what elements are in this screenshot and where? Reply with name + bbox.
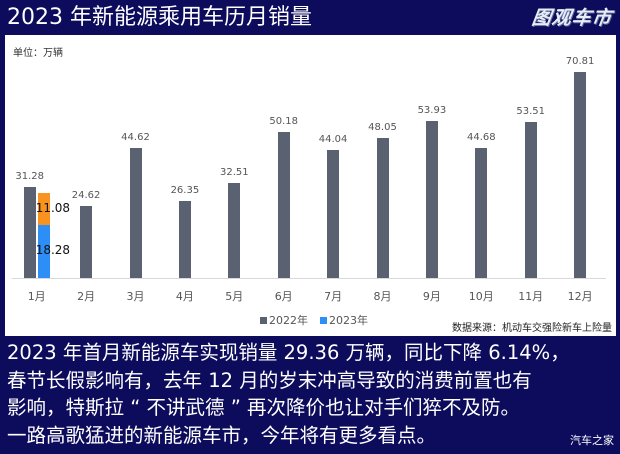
x-tick-label: 6月 xyxy=(274,290,293,303)
bar-2022-7 xyxy=(327,149,340,278)
caption-line: 春节长假影响有，去年 12 月的岁末冲高导致的消费前置也有 xyxy=(7,368,532,392)
legend-item-2022: 2022年 xyxy=(260,312,308,328)
bar-2023-segment-2 xyxy=(37,192,50,225)
bar-value-label: 53.51 xyxy=(516,106,545,118)
bar-2023-segment-1 xyxy=(37,224,50,278)
bar-2022-9 xyxy=(425,121,438,278)
bar-value-label: 31.28 xyxy=(15,170,45,182)
legend-label-2022: 2022年 xyxy=(269,314,308,327)
x-tick-label: 10月 xyxy=(468,290,494,303)
bar-2022-10 xyxy=(475,147,488,278)
bar-value-label: 44.04 xyxy=(318,133,348,145)
bar-2022-12 xyxy=(574,71,587,278)
bar-2022-1 xyxy=(23,186,36,278)
unit-label: 单位：万辆 xyxy=(13,48,63,59)
x-tick-label: 8月 xyxy=(373,290,392,303)
segment-value-label: 11.08 xyxy=(35,200,71,215)
brand-logo: 图观车市 xyxy=(530,7,614,29)
caption-text: 2023 年首月新能源车实现销量 29.36 万辆，同比下降 6.14%， 春节… xyxy=(7,339,613,449)
bar-value-label: 44.62 xyxy=(121,132,150,144)
bar-value-label: 53.93 xyxy=(417,105,447,117)
legend-swatch-2022 xyxy=(260,316,267,324)
x-tick-label: 9月 xyxy=(422,290,441,303)
x-tick-label: 4月 xyxy=(175,290,194,303)
legend-swatch-2023 xyxy=(320,316,327,324)
bar-value-label: 70.81 xyxy=(565,55,595,67)
x-tick-label: 5月 xyxy=(225,290,244,303)
x-tick-label: 2月 xyxy=(77,290,96,303)
caption-line: 影响，特斯拉 “ 不讲武德 ” 再次降价也让对手们猝不及防。 xyxy=(7,396,520,419)
x-tick-label: 12月 xyxy=(567,290,593,303)
data-source-note: 数据来源：机动车交强险新车上险量 xyxy=(452,323,612,334)
legend-label-2023: 2023年 xyxy=(329,314,368,327)
x-tick-label: 3月 xyxy=(126,290,145,303)
bar-value-label: 24.62 xyxy=(71,190,101,202)
x-tick-label: 7月 xyxy=(324,290,343,303)
bar-2022-8 xyxy=(376,138,389,278)
bar-value-label: 48.05 xyxy=(368,122,397,134)
watermark: 汽车之家 xyxy=(570,434,614,447)
legend-item-2023: 2023年 xyxy=(320,312,368,328)
bar-value-label: 32.51 xyxy=(219,167,249,179)
segment-value-label: 18.28 xyxy=(35,243,71,258)
caption-line: 一路高歌猛进的新能源车市，今年将有更多看点。 xyxy=(7,423,437,447)
bar-2022-3 xyxy=(129,148,142,278)
x-tick-label: 1月 xyxy=(27,290,46,303)
bar-value-label: 26.35 xyxy=(170,185,200,197)
caption-line: 2023 年首月新能源车实现销量 29.36 万辆，同比下降 6.14%， xyxy=(7,341,570,364)
x-tick-label: 11月 xyxy=(518,290,544,303)
bar-value-label: 50.18 xyxy=(269,115,298,127)
bar-2022-4 xyxy=(178,201,191,278)
bar-2022-11 xyxy=(524,122,537,278)
bar-2022-5 xyxy=(228,183,241,278)
x-axis-line xyxy=(12,278,606,279)
bar-2022-2 xyxy=(80,206,93,278)
chart-panel: 单位：万辆 2022年 2023年 数据来源：机动车交强险新车上险量 31.28… xyxy=(5,35,616,336)
bar-value-label: 44.68 xyxy=(466,131,496,143)
legend: 2022年 2023年 xyxy=(260,312,368,328)
chart-title: 2023 年新能源乘用车历月销量 xyxy=(7,5,312,30)
bar-2022-6 xyxy=(277,131,290,278)
